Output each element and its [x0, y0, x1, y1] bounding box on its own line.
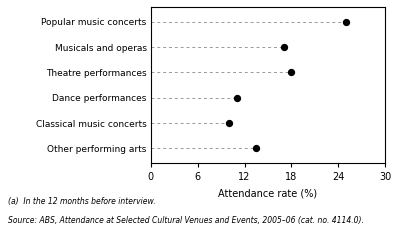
- Text: Source: ABS, Attendance at Selected Cultural Venues and Events, 2005–06 (cat. no: Source: ABS, Attendance at Selected Cult…: [8, 216, 364, 225]
- X-axis label: Attendance rate (%): Attendance rate (%): [218, 188, 318, 198]
- Point: [226, 121, 232, 125]
- Point: [343, 20, 349, 24]
- Point: [280, 45, 287, 49]
- Point: [253, 146, 260, 150]
- Point: [288, 71, 295, 74]
- Text: (a)  In the 12 months before interview.: (a) In the 12 months before interview.: [8, 197, 156, 207]
- Point: [233, 96, 240, 100]
